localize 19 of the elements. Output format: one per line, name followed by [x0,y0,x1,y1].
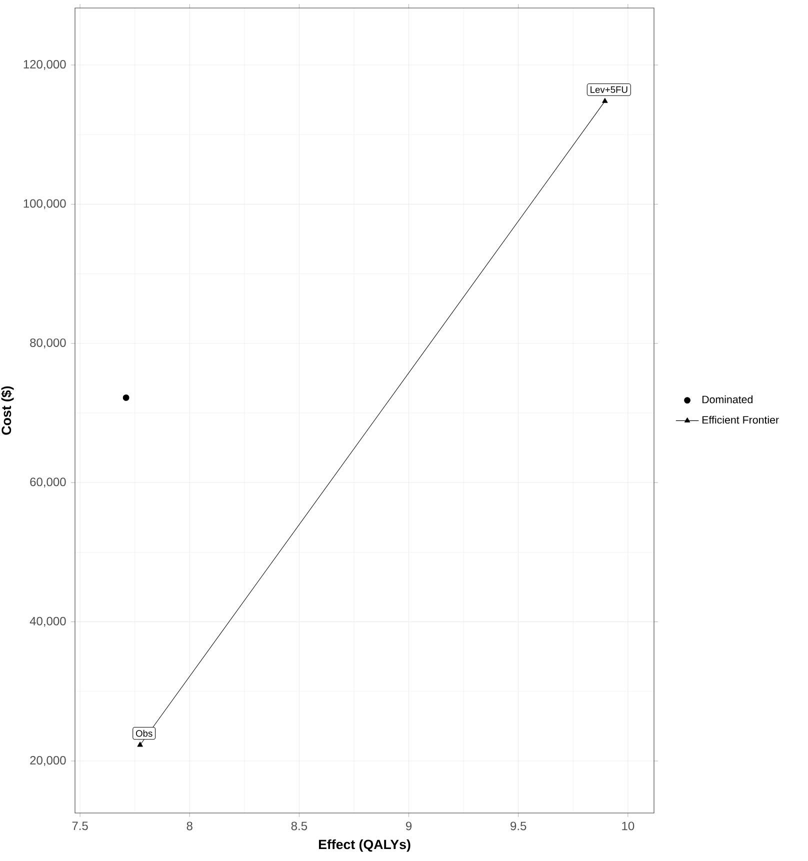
x-tick-label: 9 [406,822,412,830]
y-tick-label: 120,000 [24,60,66,70]
annotation: Obs [136,730,152,737]
y-tick-label: 20,000 [30,756,66,766]
y-axis-title: Cost ($) [1,386,14,435]
legend-label: Dominated [702,395,752,404]
y-tick-label: 40,000 [30,616,66,627]
y-tick-label: 60,000 [30,478,66,488]
annotation: Lev+5FU [590,86,628,93]
x-tick-label: 10 [622,822,634,830]
y-tick-label: 100,000 [24,199,66,210]
x-tick-label: 7.5 [72,822,88,830]
x-tick-label: 8.5 [291,822,308,830]
x-tick-label: 9.5 [510,822,526,830]
y-tick-label: 80,000 [30,338,66,348]
point [122,394,130,401]
legend-label: Efficient Frontier [702,416,779,424]
x-axis-title: Effect (QALYs) [318,839,410,852]
x-tick-label: 8 [186,822,192,830]
